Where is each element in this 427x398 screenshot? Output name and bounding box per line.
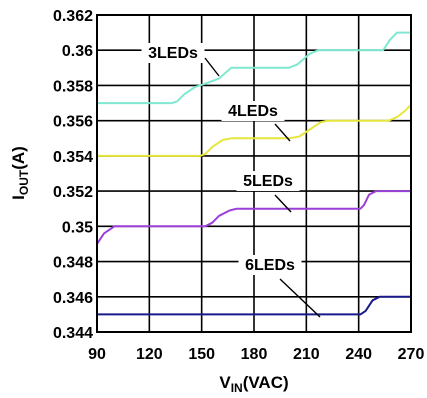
series-label-5leds: 5LEDs xyxy=(243,173,293,190)
y-tick-label: 0.346 xyxy=(53,290,93,307)
plot-frame xyxy=(96,14,412,333)
series-line-4leds xyxy=(97,104,412,157)
series-line-5leds xyxy=(96,190,411,245)
y-axis-title-rest: (A) xyxy=(9,146,28,170)
y-tick-label: 0.344 xyxy=(53,325,93,342)
y-axis-title-sub: OUT xyxy=(17,169,31,195)
x-tick-label: 120 xyxy=(136,346,163,363)
y-tick-label: 0.358 xyxy=(53,78,93,95)
series-label-3leds: 3LEDs xyxy=(148,45,198,62)
y-tick-label: 0.362 xyxy=(53,8,93,25)
series-label-4leds: 4LEDs xyxy=(228,103,278,120)
y-tick-label: 0.354 xyxy=(53,149,93,166)
series-label-6leds: 6LEDs xyxy=(245,257,295,274)
series-label-bg xyxy=(221,101,285,121)
tick-layer: 0.344 0.346 0.348 0.35 0.352 0.354 0.356 0.358 0… xyxy=(53,8,424,363)
x-axis-title-sub: IN xyxy=(231,381,243,395)
y-tick-label: 0.356 xyxy=(53,114,93,131)
series-label-leader xyxy=(204,57,220,77)
series-label-bg xyxy=(236,171,300,191)
x-tick-label: 180 xyxy=(241,346,268,363)
series-label-bg xyxy=(141,43,205,63)
series-label-leader xyxy=(274,123,291,142)
y-axis-title: IOUT(A) xyxy=(9,146,31,200)
x-tick-label: 240 xyxy=(345,346,372,363)
x-axis-title-main: V xyxy=(219,373,231,392)
y-tick-label: 0.352 xyxy=(53,184,93,201)
y-tick-label: 0.348 xyxy=(53,255,93,272)
x-tick-label: 90 xyxy=(88,346,106,363)
x-axis-title-rest: (VAC) xyxy=(243,373,289,392)
series-label-leader xyxy=(274,194,292,213)
y-tick-label: 0.35 xyxy=(62,219,93,236)
annotation-layer: 3LEDs 4LEDs 5LEDs 6LEDs xyxy=(141,43,321,318)
series-line-3leds xyxy=(97,31,411,105)
series-label-bg xyxy=(238,255,302,275)
y-tick-label: 0.36 xyxy=(62,43,93,60)
x-tick-label: 150 xyxy=(188,346,215,363)
x-axis-title: VIN(VAC) xyxy=(219,373,288,395)
x-tick-label: 210 xyxy=(293,346,320,363)
x-tick-label: 270 xyxy=(398,346,425,363)
y-axis-title-main: I xyxy=(9,195,28,200)
series-label-leader xyxy=(279,278,321,318)
